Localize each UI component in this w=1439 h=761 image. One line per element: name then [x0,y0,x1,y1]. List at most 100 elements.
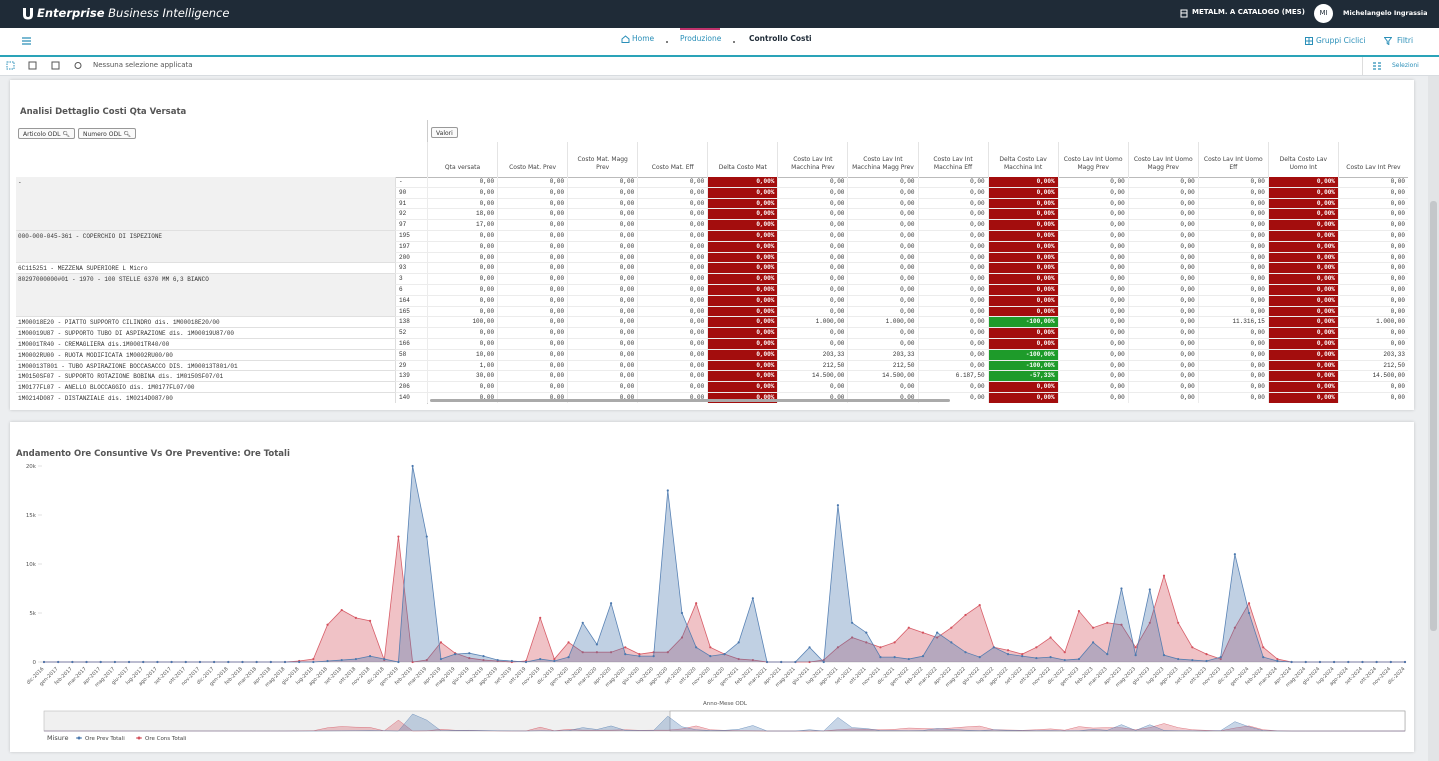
point [1120,587,1123,590]
article-cell: 1M0002RU00 - RUOTA MODIFICATA 1M0002RU00… [16,349,395,361]
point [638,655,641,658]
value-cell: 0,00 [1127,209,1198,221]
point [936,631,939,634]
value-cell: 0,00 [567,295,638,307]
value-cell: 0,00 [1197,241,1268,253]
value-cell: 0,00 [917,328,988,339]
value-cell: 0,00 [1337,285,1408,296]
point [1276,659,1279,663]
value-cell: 0,00 [917,274,988,285]
filter-button[interactable]: Articolo ODL 🔍︎ [18,128,76,139]
value-cell: 0,00% [1267,295,1338,307]
context[interactable]: METALM. A CATALOGO (MES) [1192,8,1305,16]
line [44,465,1405,663]
point [1205,659,1208,663]
value-cell: 0,00 [637,306,708,318]
value-cell: 0,00 [497,360,568,372]
value-cell: 0,00 [1127,295,1198,307]
breadcrumb[interactable]: Produzione [680,34,722,43]
point [567,641,570,644]
value-cell: 0,00 [1197,285,1268,296]
point [496,658,499,662]
value-cell: 0,00 [497,274,568,285]
breadcrumb[interactable]: Controllo Costi [749,34,812,43]
value-cell: 0,00 [777,198,848,210]
nav-action[interactable]: Filtri [1397,36,1414,45]
value-cell: 0,00% [987,198,1058,210]
top-bar: Enterprise Business Intelligence METALM.… [0,0,1439,28]
user-name[interactable]: Michelangelo Ingrassia [1343,9,1428,17]
values-button[interactable]: Valori [431,127,458,138]
point [213,660,216,664]
value-cell: 0,00 [1337,295,1408,307]
value-cell: 0,00 [917,252,988,264]
value-cell: 0,00 [497,317,568,329]
value-cell: 0,00% [707,349,778,361]
legend-label: Ore Cons Totali [145,736,187,742]
value-cell: 0,00 [567,285,638,296]
point [1361,660,1364,664]
point [1375,660,1378,664]
avatar[interactable]: MI [1314,4,1333,23]
point [1347,660,1350,664]
point [1049,656,1052,659]
menu-icon[interactable] [22,37,31,45]
column-header: Delta Costo Lav Macchina Int [987,142,1058,177]
point [836,504,840,507]
value-cell: 0,00 [637,349,708,361]
point [1276,657,1279,661]
value-cell: 14.500,00 [1337,371,1408,383]
point [1077,609,1081,613]
odl-cell: 90 [395,187,427,199]
value-cell: 0,00% [707,295,778,307]
nav-action[interactable]: Gruppi Ciclici [1316,36,1366,45]
selections-button[interactable]: Selezioni [1392,62,1419,69]
point [936,636,939,639]
toolbar-icons[interactable] [6,61,86,71]
value-cell: 0,00 [1197,382,1268,393]
value-cell: 0,00 [1057,393,1128,403]
point [879,656,882,659]
value-cell: 0,00 [1057,285,1128,296]
value-cell: 0,00 [917,339,988,350]
point [397,535,400,538]
odl-cell: 92 [395,209,427,221]
column-header: Costo Lav Int Uomo Magg Prev [1057,142,1128,177]
value-cell: 0,00 [777,393,848,403]
value-cell: 0,00 [1337,220,1408,231]
filter-label: Articolo ODL [23,131,61,138]
value-cell: 0,00 [917,393,988,403]
scrollbar[interactable] [1428,76,1439,761]
value-cell: 0,00 [1337,177,1408,188]
article-cell: 6C115251 - MEZZENA SUPERIORE L Micro [16,263,395,275]
point [865,631,868,634]
point [624,646,627,649]
value-cell: 0,00 [1127,220,1198,231]
value-cell: 0,00 [497,209,568,221]
value-cell: 0,00 [1057,382,1128,393]
point [312,657,315,661]
value-cell: 0,00 [1337,263,1408,275]
point [1006,653,1010,656]
value-cell: 0,00% [1267,371,1338,383]
value-cell: 0,00 [1057,339,1128,350]
value-cell: 203,33 [1337,349,1408,361]
value-cell: 0,00% [707,360,778,372]
h-scroll-thumb[interactable] [430,399,950,402]
point [1403,660,1407,664]
column-header: Qta versata [427,142,497,177]
value-cell: 0,00 [497,393,568,403]
brand-rest: Business Intelligence [108,6,230,20]
value-cell: 0,00 [1057,231,1128,242]
filter-button[interactable]: Numero ODL 🔍︎ [78,128,136,139]
value-cell: 0,00 [1057,220,1128,231]
value-cell: 0,00 [917,187,988,199]
navigator-window [669,710,1406,732]
scroll-thumb[interactable] [1430,201,1437,631]
value-cell: 0,00 [1057,360,1128,372]
breadcrumb[interactable]: Home [632,34,655,43]
value-cell: 0,00 [637,382,708,393]
point [468,652,471,655]
point [454,653,457,656]
